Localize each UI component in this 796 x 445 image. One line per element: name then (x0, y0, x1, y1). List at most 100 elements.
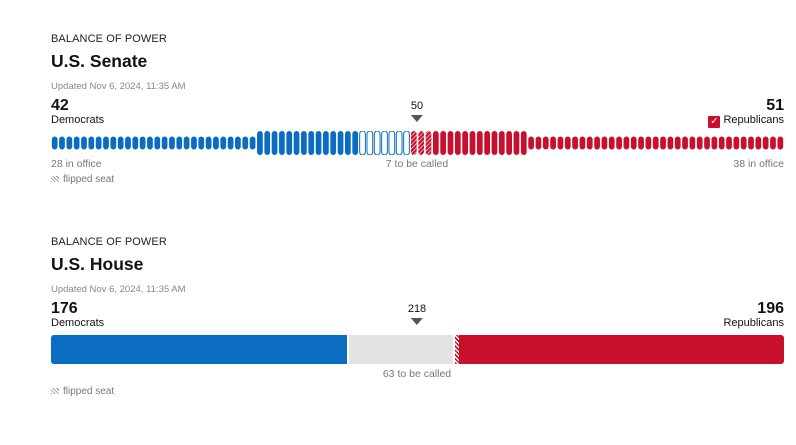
senate-rep-in-office-seat (726, 136, 732, 150)
senate-rep-won-seat (484, 131, 490, 155)
house-section: BALANCE OF POWER U.S. House Updated Nov … (51, 236, 784, 397)
senate-rep-in-office: 38 in office (733, 158, 784, 170)
senate-below-labels: 28 in office 7 to be called 38 in office (51, 158, 784, 172)
senate-rep-in-office-seat (542, 136, 549, 150)
senate-rep-won-seat (447, 131, 454, 155)
hatch-swatch-icon (51, 176, 59, 182)
senate-legend-label: flipped seat (63, 174, 115, 185)
senate-to-be-called: 7 to be called (385, 158, 449, 170)
senate-dem-in-office-seat (154, 136, 161, 150)
senate-rep-in-office-seat (557, 136, 564, 150)
senate-rep-in-office-seat (660, 136, 666, 150)
house-counts: 176 Democrats 218 196 Republicans (51, 301, 784, 331)
senate-dem-count: 42 Democrats (51, 98, 104, 127)
senate-uncalled-seat (373, 131, 381, 155)
house-legend: flipped seat (51, 386, 784, 397)
senate-dem-won-seat (293, 131, 300, 155)
senate-dem-in-office-seat (51, 136, 58, 150)
senate-rep-won-seat (432, 131, 439, 155)
senate-uncalled-seat (388, 131, 396, 155)
house-rep-segment (458, 335, 784, 364)
senate-kicker: BALANCE OF POWER (51, 33, 167, 45)
senate-dem-in-office-seat (235, 136, 241, 150)
senate-dem-in-office-seat (132, 136, 139, 150)
senate-dem-in-office-seat (227, 136, 234, 150)
senate-rep-in-office-seat (667, 136, 674, 150)
senate-rep-in-office-seat (696, 136, 703, 150)
senate-rep-in-office-seat (762, 136, 769, 150)
house-dem-segment (51, 335, 347, 364)
senate-rep-flipped-seat (425, 131, 432, 155)
senate-uncalled-seat (403, 131, 410, 155)
senate-dem-in-office-seat (249, 136, 256, 150)
checkmark-icon: ✓ (708, 116, 721, 128)
senate-dem-won-seat (271, 131, 278, 155)
senate-rep-in-office-seat (652, 136, 659, 150)
senate-rep-in-office-seat (586, 136, 593, 150)
senate-majority-number: 50 (410, 100, 424, 112)
senate-rep-in-office-seat (535, 136, 542, 150)
senate-rep-in-office-seat (748, 136, 754, 150)
senate-dem-won-seat (279, 131, 285, 155)
house-rep-label: Republicans (723, 317, 784, 329)
senate-rep-in-office-seat (645, 136, 652, 150)
senate-dem-in-office-seat (110, 136, 117, 150)
senate-legend: flipped seat (51, 174, 784, 185)
house-to-be-called: 63 to be called (382, 368, 452, 380)
senate-rep-in-office-seat (601, 136, 608, 150)
senate-rep-won-seat (462, 131, 469, 155)
senate-rep-in-office-seat (608, 136, 615, 150)
senate-rep-won-seat (498, 131, 505, 155)
senate-rep-won-seat (513, 131, 520, 155)
senate-rep-in-office-seat (579, 136, 586, 150)
house-dem-count: 176 Democrats (51, 301, 104, 330)
senate-rep-in-office-seat (740, 136, 747, 150)
senate-seat-bar (51, 131, 784, 155)
senate-dem-in-office-seat (88, 136, 95, 150)
senate-dem-won-seat (352, 131, 359, 155)
senate-majority-marker: 50 (411, 100, 423, 122)
senate-rep-label-row: ✓ Republicans (708, 114, 784, 128)
senate-rep-won-seat (520, 131, 527, 155)
senate-rep-in-office-seat (623, 136, 630, 150)
senate-dem-in-office-seat (169, 136, 175, 150)
senate-dem-won-seat (264, 131, 271, 155)
senate-rep-won-seat (476, 131, 483, 155)
senate-rep-in-office-seat (674, 136, 681, 150)
senate-rep-flipped-seat (410, 131, 417, 155)
senate-dem-won-seat (308, 131, 315, 155)
senate-uncalled-seat (366, 131, 374, 155)
senate-dem-won-seat (286, 131, 293, 155)
house-legend-label: flipped seat (63, 386, 115, 397)
senate-rep-won-seat (440, 131, 447, 155)
senate-dem-in-office-seat (161, 136, 168, 150)
senate-dem-in-office-seat (198, 136, 205, 150)
senate-dem-number: 42 (51, 97, 69, 114)
senate-uncalled-seat (395, 131, 403, 155)
senate-counts: 42 Democrats 50 51 ✓ Republicans (51, 98, 784, 128)
senate-dem-won-seat (315, 131, 322, 155)
house-rep-number: 196 (757, 300, 784, 317)
senate-dem-in-office-seat (220, 136, 227, 150)
senate-dem-in-office-seat (147, 136, 153, 150)
senate-rep-in-office-seat (682, 136, 688, 150)
senate-rep-won-seat (491, 131, 498, 155)
senate-rep-number: 51 (766, 97, 784, 114)
senate-dem-won-seat (323, 131, 329, 155)
senate-rep-in-office-seat (704, 136, 710, 150)
senate-dem-won-seat (345, 131, 351, 155)
senate-dem-in-office-seat (117, 136, 124, 150)
senate-rep-won-seat (506, 131, 512, 155)
senate-title: U.S. Senate (51, 51, 148, 71)
house-below-labels: 63 to be called (51, 368, 784, 382)
hatch-swatch-icon (51, 388, 59, 394)
senate-dem-in-office-seat (191, 136, 197, 150)
senate-dem-label: Democrats (51, 114, 105, 126)
senate-dem-in-office-seat (213, 136, 219, 150)
senate-uncalled-seat (359, 131, 366, 155)
senate-dem-in-office-seat (59, 136, 65, 150)
house-majority-marker: 218 (408, 303, 426, 325)
house-flipped-segment (454, 335, 459, 364)
senate-uncalled-seat (381, 131, 388, 155)
senate-rep-label: Republicans (723, 114, 784, 126)
